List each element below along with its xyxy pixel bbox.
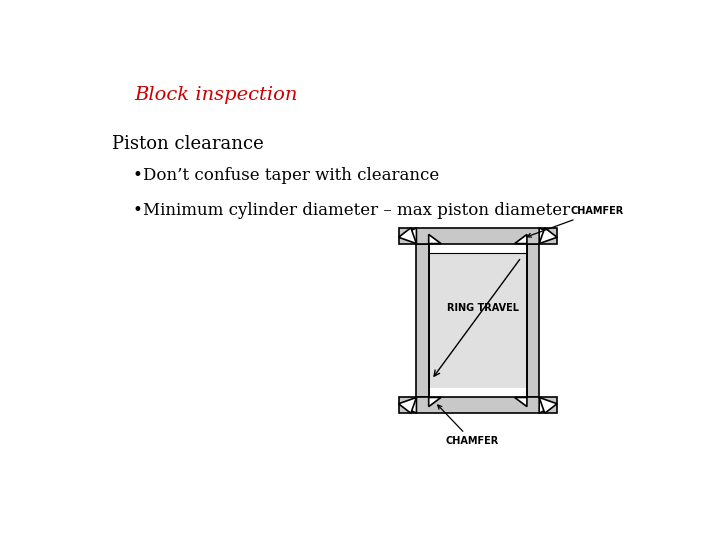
Text: CHAMFER: CHAMFER [438,405,499,446]
Bar [399,228,557,244]
Polygon shape [539,397,557,413]
Polygon shape [539,397,552,413]
Text: Piston clearance: Piston clearance [112,136,264,153]
Bar [416,244,428,397]
Bar [399,397,557,413]
Polygon shape [404,228,416,244]
Bar [527,244,539,397]
Polygon shape [428,397,441,407]
Text: CHAMFER: CHAMFER [527,206,624,237]
Bar [428,253,527,388]
Text: Minimum cylinder diameter – max piston diameter: Minimum cylinder diameter – max piston d… [143,202,570,219]
Text: RING TRAVEL: RING TRAVEL [447,303,519,313]
Polygon shape [404,397,416,413]
Polygon shape [428,234,441,244]
Polygon shape [515,234,527,244]
Polygon shape [515,397,527,407]
Text: Don’t confuse taper with clearance: Don’t confuse taper with clearance [143,167,439,184]
Polygon shape [399,228,416,244]
Text: Block inspection: Block inspection [135,85,298,104]
Text: •: • [133,202,143,219]
Text: •: • [133,167,143,184]
Polygon shape [399,397,416,413]
Polygon shape [539,228,552,244]
Polygon shape [539,228,557,244]
